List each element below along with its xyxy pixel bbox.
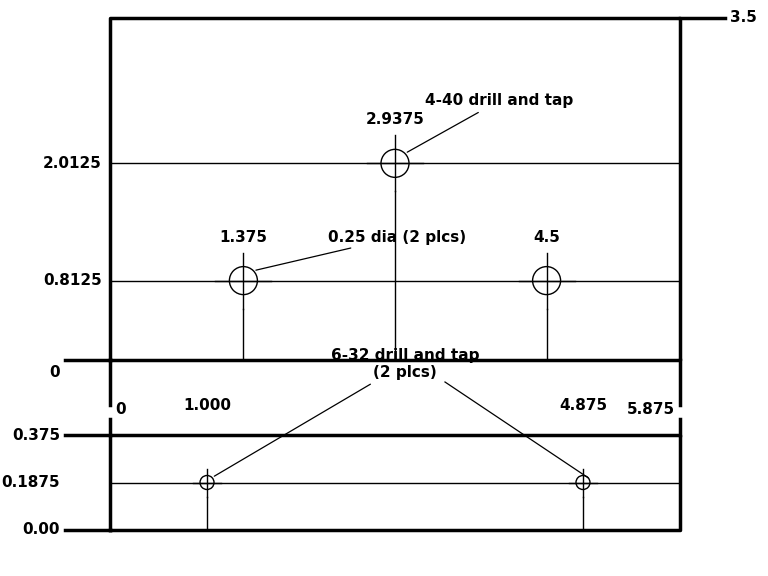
Text: 0.00: 0.00: [22, 522, 60, 537]
Text: 0.1875: 0.1875: [2, 475, 60, 490]
Text: 0.375: 0.375: [12, 427, 60, 442]
Text: 0: 0: [115, 402, 126, 417]
Text: 0.25 dia (2 plcs): 0.25 dia (2 plcs): [256, 230, 466, 270]
Text: 0.8125: 0.8125: [43, 273, 102, 288]
Text: 5.875: 5.875: [627, 402, 675, 417]
Text: 2.9375: 2.9375: [366, 112, 425, 127]
Text: 4-40 drill and tap: 4-40 drill and tap: [407, 93, 573, 152]
Text: 1.000: 1.000: [183, 398, 231, 413]
Text: 4.5: 4.5: [533, 230, 560, 245]
Text: 0: 0: [49, 365, 60, 380]
Text: 3.5: 3.5: [730, 10, 757, 25]
Text: 6-32 drill and tap
(2 plcs): 6-32 drill and tap (2 plcs): [214, 347, 479, 476]
Text: 1.375: 1.375: [220, 230, 267, 245]
Text: 2.0125: 2.0125: [43, 156, 102, 171]
Text: 4.875: 4.875: [559, 398, 607, 413]
